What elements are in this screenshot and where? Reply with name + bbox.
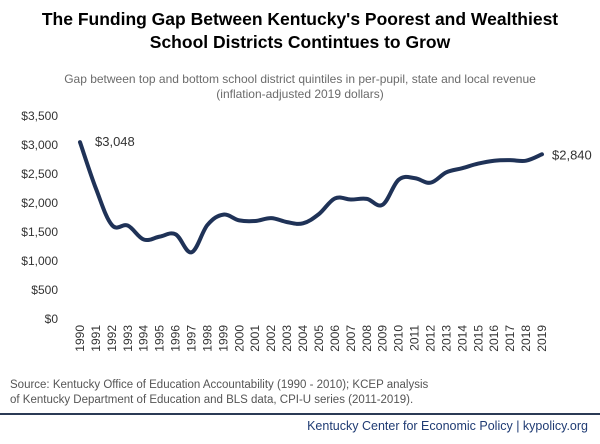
chart-subtitle-line-1: Gap between top and bottom school distri… [64,72,536,86]
chart-subtitle-line-2: (inflation-adjusted 2019 dollars) [216,87,384,101]
x-tick-label: 2008 [360,325,374,352]
x-tick-label: 2012 [423,325,437,352]
x-tick-label: 1990 [73,325,87,352]
x-tick-label: 2015 [471,325,485,352]
x-tick-label: 2004 [296,325,310,352]
x-tick-label: 2018 [519,325,533,352]
x-tick-label: 2001 [248,325,262,352]
x-tick-label: 2016 [487,325,501,352]
source-line-1: Source: Kentucky Office of Education Acc… [10,379,429,391]
x-tick-label: 1992 [105,325,119,352]
source-note: Source: Kentucky Office of Education Acc… [10,378,590,408]
y-tick-label: $1,000 [21,254,58,268]
source-line-2: of Kentucky Department of Education and … [10,394,414,406]
chart-title-line-2: School Districts Contintues to Grow [149,32,451,52]
x-tick-label: 2002 [264,325,278,352]
end-value-label: $2,840 [552,147,592,162]
series-group [78,140,544,255]
x-tick-label: 1993 [121,325,135,352]
x-tick-label: 2019 [535,325,549,352]
annotations-group: $3,048 $2,840 [95,134,592,162]
x-tick-label: 2006 [328,325,342,352]
y-tick-label: $2,500 [21,167,58,181]
x-tick-label: 2017 [503,325,517,352]
y-tick-label: $2,000 [21,196,58,210]
footer-divider [0,413,600,415]
x-tick-label: 2014 [455,325,469,352]
x-tick-label: 2000 [232,325,246,352]
x-tick-label: 2010 [392,325,406,352]
gap-series-line [78,140,544,255]
y-tick-label: $3,500 [21,109,58,123]
x-tick-label: 1991 [89,325,103,352]
x-tick-label: 1996 [169,325,183,352]
x-tick-label: 2003 [280,325,294,352]
footer-credit: Kentucky Center for Economic Policy | ky… [307,419,588,433]
x-tick-label: 2013 [439,325,453,352]
y-tick-label: $3,000 [21,138,58,152]
x-tick-label: 1995 [153,325,167,352]
x-tick-label: 2007 [344,325,358,352]
chart-title: The Funding Gap Between Kentucky's Poore… [0,8,600,54]
x-tick-label: 1994 [137,325,151,352]
x-tick-label: 1997 [185,325,199,352]
y-tick-label: $500 [31,283,58,297]
x-tick-label: 2009 [376,325,390,352]
x-tick-label: 1998 [200,325,214,352]
x-tick-label: 1999 [216,325,230,352]
y-tick-label: $0 [45,312,59,326]
x-tick-label: 2005 [312,325,326,352]
start-value-label: $3,048 [95,134,135,149]
y-axis: $0 $500 $1,000 $1,500 $2,000 $2,500 $3,000 $3,5… [21,109,58,326]
x-axis: 1990 1991 1992 1993 1994 1995 1996 1997 1998 1999… [73,325,549,352]
chart-title-line-1: The Funding Gap Between Kentucky's Poore… [41,9,559,29]
chart-subtitle: Gap between top and bottom school distri… [20,72,580,102]
x-tick-label: 2011 [408,325,422,351]
y-tick-label: $1,500 [21,225,58,239]
